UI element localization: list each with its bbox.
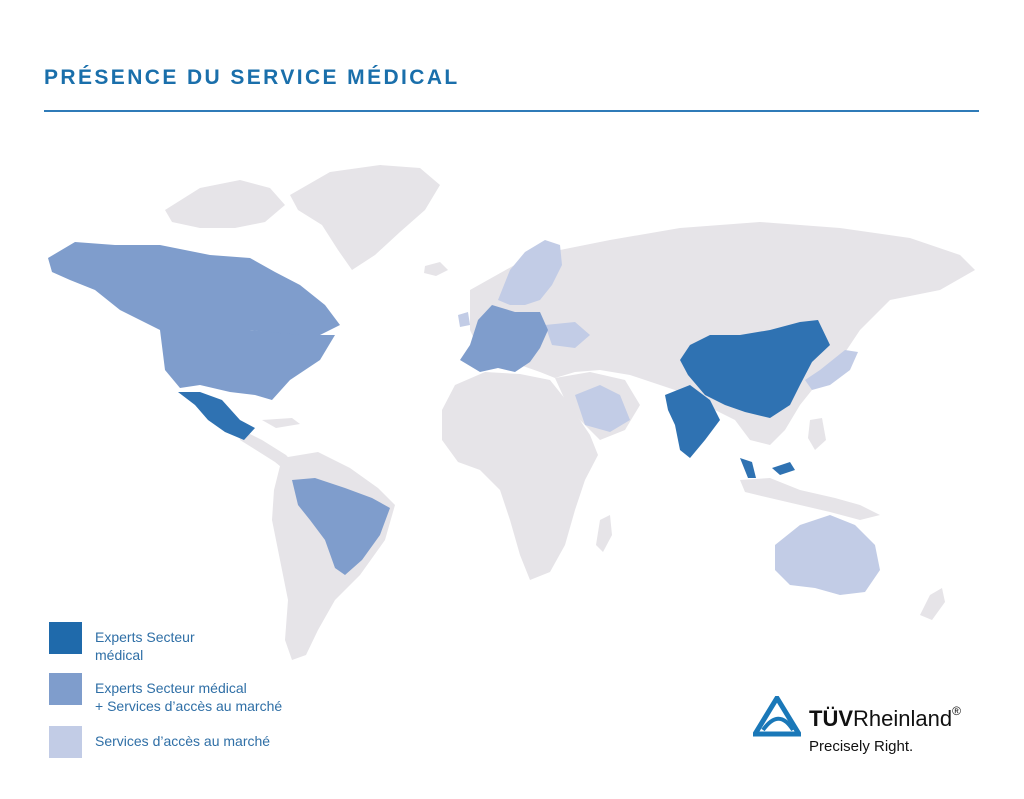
saudi-arabia — [575, 385, 630, 432]
madagascar — [596, 515, 612, 552]
brazil-uruguay — [292, 478, 390, 575]
tuv-logo: TÜVRheinland® Precisely Right. — [753, 696, 993, 760]
brand-tagline: Precisely Right. — [809, 738, 914, 755]
iceland — [424, 262, 448, 276]
mexico — [178, 392, 255, 440]
scandinavia — [498, 240, 562, 305]
malaysia-borneo — [772, 462, 795, 475]
greenland — [290, 165, 440, 270]
title-divider — [44, 110, 979, 112]
japan-korea — [805, 350, 858, 390]
legend-swatch-experts-plus — [49, 673, 82, 705]
page-title: PRÉSENCE DU SERVICE MÉDICAL — [44, 66, 460, 89]
registered-mark: ® — [952, 704, 961, 718]
caribbean — [262, 418, 300, 428]
ireland — [458, 312, 470, 327]
new-zealand — [920, 588, 945, 620]
brand-bold: TÜV — [809, 706, 853, 731]
legend-label-experts: Experts Secteur médical — [95, 629, 195, 663]
ukraine-romania — [545, 322, 590, 348]
legend-label-experts-plus: Experts Secteur médical + Services d’acc… — [95, 680, 283, 714]
india — [665, 385, 720, 458]
legend-swatch-experts — [49, 622, 82, 654]
arctic-islands — [165, 180, 285, 228]
legend-swatch-market-access — [49, 726, 82, 758]
usa — [160, 330, 335, 400]
western-europe — [460, 305, 548, 372]
africa — [442, 372, 598, 580]
philippines — [808, 418, 826, 450]
australia — [775, 515, 880, 595]
brand-name: TÜVRheinland® — [809, 704, 961, 732]
indonesia — [740, 478, 880, 520]
legend-label-market-access: Services d’accès au marché — [95, 733, 271, 749]
brand-regular: Rheinland — [853, 706, 953, 731]
malaysia — [740, 458, 756, 478]
tuv-triangle-icon — [753, 696, 801, 737]
alaska-canada — [48, 242, 340, 335]
eurasia — [470, 222, 975, 445]
china — [680, 320, 830, 418]
